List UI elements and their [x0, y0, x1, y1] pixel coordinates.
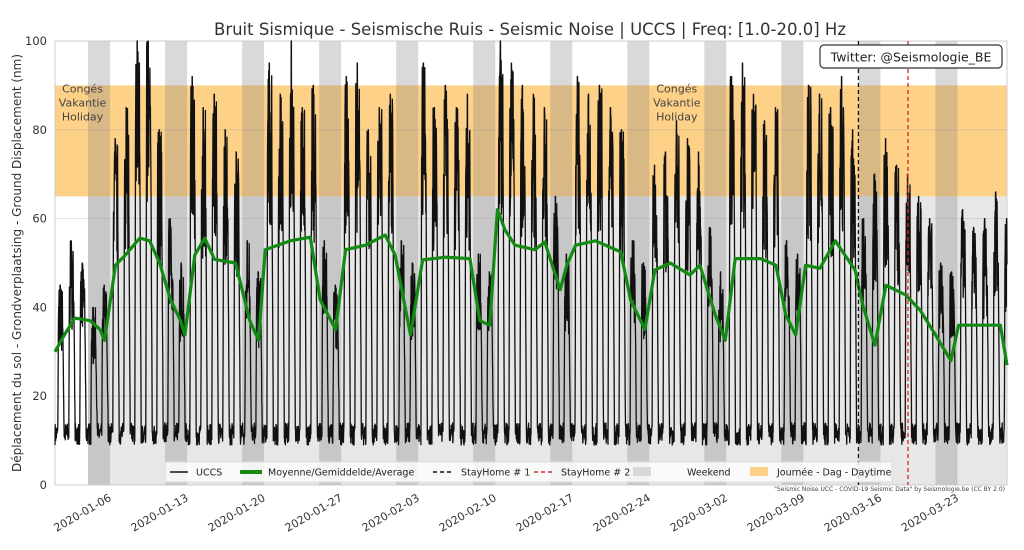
twitter-annotation: Twitter: @Seismologie_BE	[819, 44, 1003, 69]
weekend-band	[781, 41, 804, 485]
x-tick-label: 2020-03-16	[822, 491, 884, 534]
x-tick-label: 2020-01-27	[283, 491, 345, 534]
y-tick-label: 60	[32, 212, 47, 226]
y-tick-label: 100	[25, 34, 47, 48]
weekend-band	[550, 41, 573, 485]
legend-stayhome-1: StayHome # 1	[461, 468, 530, 479]
x-tick-label: 2020-03-02	[668, 491, 730, 534]
holiday-label: Vakantie	[59, 96, 107, 109]
legend-weekend: Weekend	[687, 468, 731, 479]
y-tick-label: 0	[40, 478, 47, 492]
holiday-label: Holiday	[656, 110, 698, 123]
series-layer	[53, 40, 1009, 485]
x-tick-labels: 2020-01-06 2020-01-13 2020-01-20 2020-01-27…	[52, 491, 961, 534]
average-series-line	[53, 208, 1009, 366]
x-tick-label: 2020-03-09	[745, 491, 807, 534]
weekend-band	[88, 41, 111, 485]
holiday-label: Congés	[656, 82, 697, 95]
weekend-band	[242, 41, 265, 485]
x-tick-label: 2020-02-03	[360, 491, 422, 534]
y-tick-label: 20	[32, 389, 47, 403]
x-tick-label: 2020-02-10	[437, 491, 499, 534]
chart-title: Bruit Sismique - Seismische Ruis - Seism…	[214, 20, 846, 39]
x-tick-label: 2020-03-23	[899, 491, 961, 534]
y-tick-label: 40	[32, 300, 47, 314]
weekend-band	[704, 41, 727, 485]
twitter-handle: Twitter: @Seismologie_BE	[830, 50, 992, 65]
holiday-label: Holiday	[62, 110, 104, 123]
weekend-band	[627, 41, 650, 485]
weekend-band	[396, 41, 419, 485]
weekend-band	[473, 41, 496, 485]
legend-uccs: UCCS	[196, 468, 222, 479]
y-axis-label: Déplacement du sol - Grondverplaatsing -…	[10, 54, 24, 472]
y-tick-labels: 0 20 40 60 80 100	[25, 34, 47, 492]
weekend-band	[165, 41, 188, 485]
x-tick-label: 2020-02-17	[514, 491, 576, 534]
holiday-labels: CongésVakantieHolidayCongésVakantieHolid…	[59, 82, 701, 123]
credit-text: "Seismic Noise UCC - COVID-19 Seismic Da…	[774, 486, 1005, 493]
holiday-label: Congés	[62, 82, 103, 95]
holiday-label: Vakantie	[653, 96, 701, 109]
weekend-band	[935, 41, 958, 485]
x-tick-label: 2020-01-20	[206, 491, 268, 534]
weekend-band	[858, 41, 881, 485]
legend-stayhome-2: StayHome # 2	[561, 468, 630, 479]
x-tick-label: 2020-01-06	[52, 491, 114, 534]
y-tick-label: 80	[32, 123, 47, 137]
x-tick-label: 2020-01-13	[129, 491, 191, 534]
legend-average: Moyenne/Gemiddelde/Average	[268, 468, 414, 479]
legend: UCCS Moyenne/Gemiddelde/Average StayHome…	[164, 461, 893, 483]
uccs-series-line	[54, 40, 1008, 446]
x-tick-label: 2020-02-24	[591, 491, 653, 534]
legend-daytime: Journée - Dag - Daytime	[776, 468, 892, 479]
weekend-band	[319, 41, 342, 485]
